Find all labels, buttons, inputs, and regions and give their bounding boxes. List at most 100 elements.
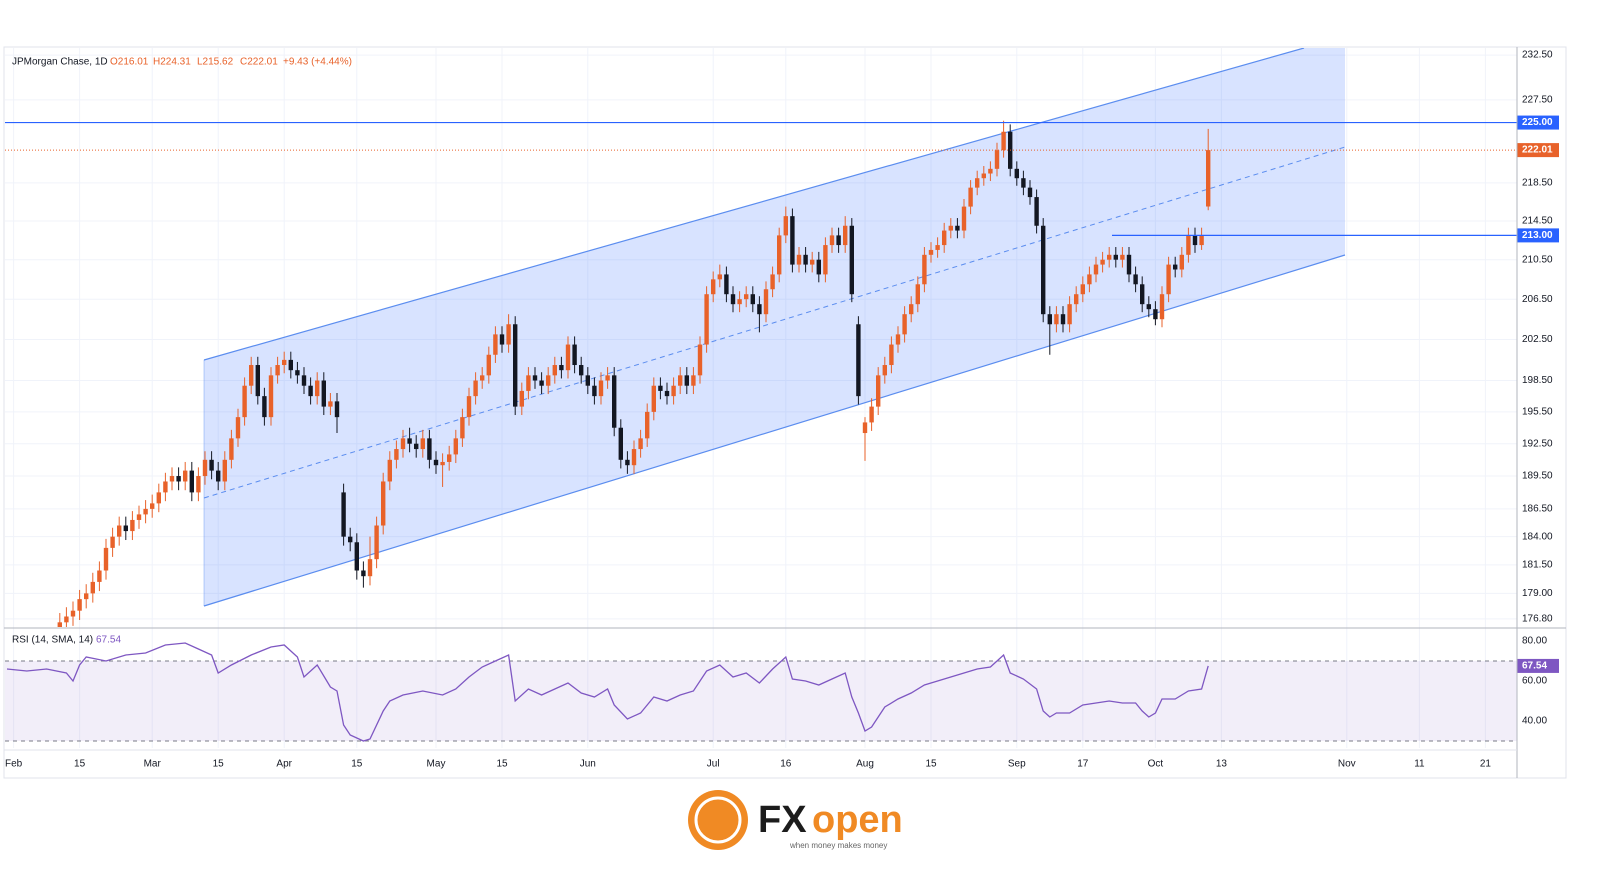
candle-body [176, 476, 181, 482]
candle-body [763, 289, 769, 315]
rsi-value: 67.54 [96, 635, 121, 646]
y-tick-label: 189.50 [1522, 471, 1553, 482]
x-tick-label: May [427, 759, 446, 770]
candle-body [288, 359, 293, 371]
header-open: O216.01 [110, 57, 149, 68]
candle-body [150, 503, 155, 509]
candle-body [942, 230, 947, 246]
candle-body [301, 375, 307, 386]
y-tick-label: 232.50 [1522, 50, 1553, 61]
candle-body [717, 274, 722, 280]
logo-fx: FX [758, 799, 807, 841]
logo-tagline: when money makes money [789, 841, 887, 850]
candle-body [1014, 168, 1019, 179]
candle-body [915, 284, 920, 305]
candle-body [427, 438, 432, 460]
x-tick-label: Aug [856, 759, 874, 770]
candle-body [414, 443, 419, 450]
candle-body [618, 427, 623, 460]
candle-body [532, 375, 538, 381]
candle-body [90, 581, 95, 594]
candle-body [1021, 178, 1026, 188]
candle-body [790, 216, 795, 265]
candle-body [348, 536, 353, 543]
candle-body [796, 254, 802, 265]
logo-icon-ring [694, 796, 742, 844]
candle-body [381, 481, 386, 526]
candle-body [202, 459, 208, 477]
rsi-line [6, 642, 1209, 742]
candle-body [163, 481, 168, 493]
candle-body [460, 417, 465, 439]
candle-body [295, 370, 300, 376]
candle-body [770, 274, 775, 290]
candle-body [235, 417, 241, 439]
axes: Feb 15 Mar 15 Apr 15 May 15 Jun Jul 16 Aug 15 Sep 17 Oc… [5, 50, 1559, 770]
candle-body [783, 216, 788, 236]
candle-body [189, 470, 194, 493]
x-tick-label: Apr [276, 759, 292, 770]
candle-body [1001, 131, 1006, 151]
y-tick-label: 214.50 [1522, 216, 1553, 227]
y-tick-label: 181.50 [1522, 559, 1553, 570]
candle-body [829, 235, 835, 246]
candle-body [1186, 235, 1191, 255]
candle-body [249, 365, 254, 386]
candle-body [499, 334, 505, 345]
price-pane [5, 120, 1517, 627]
candle-body [103, 547, 109, 571]
candle-body [678, 375, 683, 386]
candle-body [110, 536, 115, 548]
candle-body [1126, 254, 1132, 275]
candle-body [321, 380, 326, 407]
candle-body [869, 406, 874, 423]
candle-body [400, 438, 406, 450]
candle-body [816, 259, 821, 275]
candle-body [1041, 225, 1046, 315]
candle-body [598, 380, 604, 397]
logo-open: open [812, 799, 903, 841]
candle-body [1159, 294, 1165, 320]
candle-body [1146, 304, 1151, 310]
candle-body [585, 375, 590, 386]
rsi-title: RSI (14, SMA, 14) [12, 635, 93, 646]
candle-body [64, 616, 69, 623]
candle-body [480, 375, 485, 381]
x-tick-label: Sep [1008, 759, 1026, 770]
candle-body [367, 559, 373, 577]
x-tick-label: Feb [5, 759, 23, 770]
candle-body [1100, 259, 1105, 265]
candle-body [605, 375, 610, 381]
candle-body [777, 235, 782, 275]
last-price-tag [1517, 143, 1559, 158]
header-high: H224.31 [153, 57, 191, 68]
candle-body [645, 411, 650, 439]
candle-body [882, 365, 887, 376]
candle-body [506, 324, 511, 345]
x-tick-label: Nov [1338, 759, 1356, 770]
candle-body [565, 344, 571, 371]
candle-body [664, 390, 670, 397]
rsi-tick-label: 40.00 [1522, 716, 1547, 727]
header-change: +9.43 (+4.44%) [283, 57, 352, 68]
rsi-tag-label: 67.54 [1522, 661, 1547, 672]
candle-body [935, 245, 940, 250]
candle-body [486, 354, 491, 376]
rsi-band [5, 661, 1517, 741]
candle-body [638, 438, 643, 450]
candle-body [440, 461, 445, 466]
candle-body [308, 385, 313, 397]
candle-body [493, 334, 498, 355]
x-tick-label: Jun [580, 759, 596, 770]
y-tick-label: 179.00 [1522, 588, 1553, 599]
candle-body [902, 314, 907, 335]
candle-body [216, 470, 221, 482]
candle-body [539, 380, 544, 386]
y-tick-label: 206.50 [1522, 294, 1553, 305]
candle-body [130, 519, 135, 532]
candle-body [328, 401, 333, 407]
candle-body [704, 294, 709, 345]
candle-body [1199, 235, 1204, 246]
channel-mid [203, 146, 1346, 499]
y-tick-label: 202.50 [1522, 334, 1553, 345]
